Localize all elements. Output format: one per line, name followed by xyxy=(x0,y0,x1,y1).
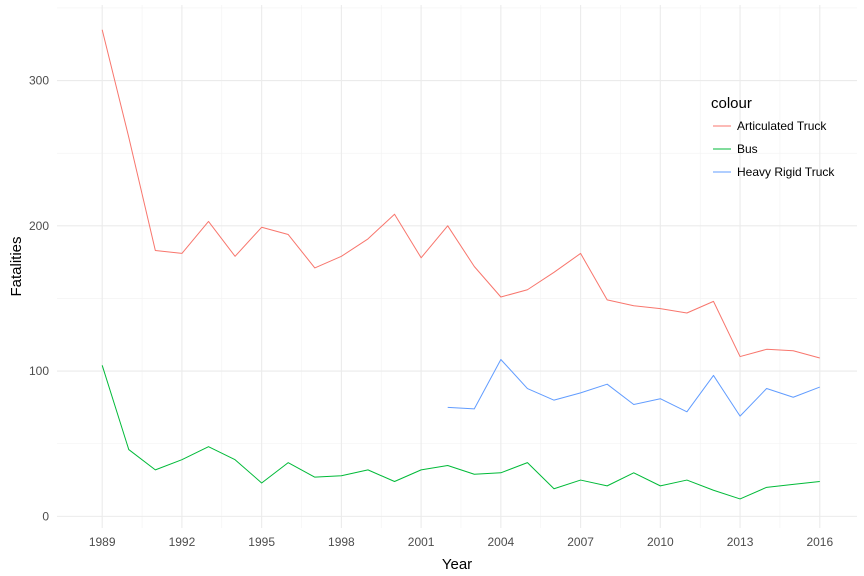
legend-label: Articulated Truck xyxy=(737,119,827,133)
series-lines xyxy=(101,29,820,500)
legend-items: Articulated Truck Bus Heavy Rigid Truck xyxy=(713,119,835,179)
y-tick-label: 200 xyxy=(29,219,49,233)
series-line-articulated-truck xyxy=(101,29,820,359)
legend-label: Bus xyxy=(737,142,758,156)
x-tick-label: 1998 xyxy=(328,535,355,549)
x-tick-label: 2010 xyxy=(647,535,674,549)
y-tick-label: 100 xyxy=(29,364,49,378)
x-tick-label: 2004 xyxy=(488,535,515,549)
y-tick-label: 300 xyxy=(29,74,49,88)
x-tick-label: 2001 xyxy=(408,535,435,549)
x-tick-label: 2007 xyxy=(567,535,594,549)
x-tick-label: 1989 xyxy=(89,535,116,549)
y-axis-title: Fatalities xyxy=(8,236,25,296)
y-tick-label: 0 xyxy=(42,509,49,523)
x-tick-label: 1992 xyxy=(169,535,196,549)
x-tick-label: 2013 xyxy=(727,535,754,549)
legend: colour Articulated Truck Bus Heavy Rigid T… xyxy=(711,95,835,179)
legend-label: Heavy Rigid Truck xyxy=(737,165,835,179)
x-axis-title: Year xyxy=(442,556,472,573)
x-axis-tick-labels: 1989 1992 1995 1998 2001 2004 2007 2010 2013 2016 xyxy=(89,535,834,549)
x-tick-label: 1995 xyxy=(248,535,275,549)
minor-gridlines xyxy=(57,5,857,528)
y-axis-tick-labels: 0 100 200 300 xyxy=(29,74,49,524)
major-gridlines xyxy=(57,5,857,528)
series-line-bus xyxy=(101,365,820,500)
series-line-heavy-rigid-truck xyxy=(447,358,820,417)
legend-title: colour xyxy=(711,95,752,112)
x-tick-label: 2016 xyxy=(806,535,833,549)
